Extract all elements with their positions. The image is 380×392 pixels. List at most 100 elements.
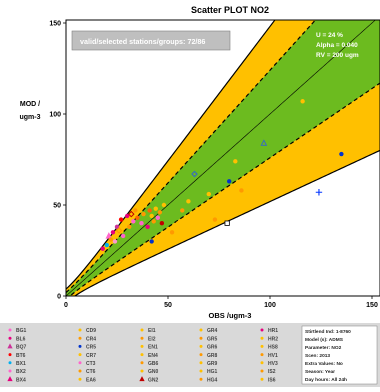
legend-marker xyxy=(7,343,13,349)
plot-frame xyxy=(65,19,380,297)
legend-label: BT6 xyxy=(16,353,26,359)
legend-marker xyxy=(140,361,144,365)
y-axis-label-line2: ugm-3 xyxy=(20,114,41,121)
legend-marker xyxy=(8,361,12,365)
legend-label: BG1 xyxy=(16,328,27,334)
data-point xyxy=(112,239,118,244)
data-point xyxy=(186,199,191,204)
data-point xyxy=(300,99,305,104)
data-point xyxy=(212,217,218,222)
stats-u: U = 24 % xyxy=(316,32,343,39)
data-point xyxy=(145,224,150,230)
data-point xyxy=(159,221,165,226)
upper-1u-line xyxy=(66,20,317,293)
legend-label: IS2 xyxy=(268,369,276,375)
data-point xyxy=(180,208,185,213)
legend-marker xyxy=(78,361,82,365)
legend-label: EI2 xyxy=(148,336,156,342)
legend-label: CT3 xyxy=(86,361,96,367)
legend-label: EN1 xyxy=(148,345,158,351)
legend-marker xyxy=(78,353,82,357)
legend-marker xyxy=(199,369,203,373)
legend-marker xyxy=(260,328,264,332)
scatter-chart: Scatter PLOT NO2 0 50 100 150 0 50 100 150 vali… xyxy=(20,5,380,320)
data-point xyxy=(127,210,135,218)
legend-marker xyxy=(199,377,203,381)
data-point xyxy=(224,220,230,226)
data-point xyxy=(149,239,154,244)
legend-label: HG4 xyxy=(207,377,218,383)
x-tick-label: 150 xyxy=(366,302,378,309)
legend-label: CR7 xyxy=(86,353,96,359)
reference-lines xyxy=(66,20,380,296)
data-point xyxy=(115,227,123,234)
data-point xyxy=(133,208,138,213)
legend-label: GN2 xyxy=(148,377,159,383)
data-point xyxy=(149,213,154,219)
y-tick-label: 50 xyxy=(53,203,61,210)
data-point xyxy=(280,180,285,186)
data-point xyxy=(125,213,130,219)
upper-2u-line xyxy=(66,20,276,290)
info-line: Stirtlend Ind: 1-8760 xyxy=(305,329,351,335)
legend-marker xyxy=(8,328,12,332)
data-point xyxy=(118,217,124,222)
legend-label: EI1 xyxy=(148,328,156,334)
axis-ticks: 0 50 100 150 0 50 100 150 xyxy=(49,21,378,310)
legend-label: CR4 xyxy=(86,336,96,342)
legend-label: HV1 xyxy=(268,353,278,359)
stations-box-text: valid/selected stations/groups: 72/86 xyxy=(80,37,205,46)
legend-marker xyxy=(199,336,203,340)
legend: BG1 BL6 BQ7 BT6 BX1 BX2 BX4 CD9 CR4 CR5 CR7 CT3 CT6 E… xyxy=(7,325,378,385)
legend-label: BX2 xyxy=(16,369,26,375)
data-point xyxy=(139,221,144,226)
data-point xyxy=(108,237,114,242)
legend-marker xyxy=(199,344,203,348)
info-line: Model (s): ADMS xyxy=(305,337,344,343)
legend-marker xyxy=(139,376,145,382)
info-line: Parameter: NO2 xyxy=(305,345,342,351)
legend-marker xyxy=(78,328,82,332)
legend-label: BQ7 xyxy=(16,345,27,351)
legend-marker xyxy=(78,377,82,381)
legend-marker xyxy=(140,344,144,348)
data-point xyxy=(131,219,136,224)
legend-label: EA6 xyxy=(86,377,96,383)
data-point xyxy=(122,221,128,226)
inner-band xyxy=(66,20,380,296)
legend-marker xyxy=(260,369,264,373)
legend-marker xyxy=(199,361,203,365)
data-point xyxy=(141,211,146,217)
uncertainty-bands xyxy=(66,20,380,296)
legend-marker xyxy=(260,377,264,381)
legend-label: HR2 xyxy=(268,336,278,342)
legend-marker xyxy=(260,353,264,357)
legend-marker xyxy=(7,376,13,382)
legend-label: HR1 xyxy=(268,328,278,334)
chart-title: Scatter PLOT NO2 xyxy=(191,5,269,15)
info-line: Scen: 2013 xyxy=(305,353,330,359)
info-line: Season: Year xyxy=(305,369,335,375)
legend-marker xyxy=(140,369,144,373)
legend-label: GN0 xyxy=(148,369,159,375)
legend-marker xyxy=(78,336,82,340)
data-point xyxy=(114,224,120,230)
legend-label: IS6 xyxy=(268,377,276,383)
legend-marker xyxy=(199,353,203,357)
data-point xyxy=(143,200,148,206)
legend-marker xyxy=(8,353,12,357)
x-tick-label: 100 xyxy=(264,302,276,309)
legend-label: CR5 xyxy=(86,345,96,351)
x-axis-label: OBS /ugm-3 xyxy=(209,311,252,320)
legend-label: BX4 xyxy=(16,377,26,383)
data-point xyxy=(176,221,181,226)
x-tick-label: 0 xyxy=(64,302,68,309)
legend-marker xyxy=(140,336,144,340)
legend-label: CT6 xyxy=(86,369,96,375)
info-line: Extra Values: No xyxy=(305,361,343,367)
data-point xyxy=(227,179,232,184)
data-point xyxy=(239,188,244,193)
legend-marker xyxy=(78,344,82,348)
data-point xyxy=(157,210,163,215)
data-point xyxy=(260,139,268,146)
